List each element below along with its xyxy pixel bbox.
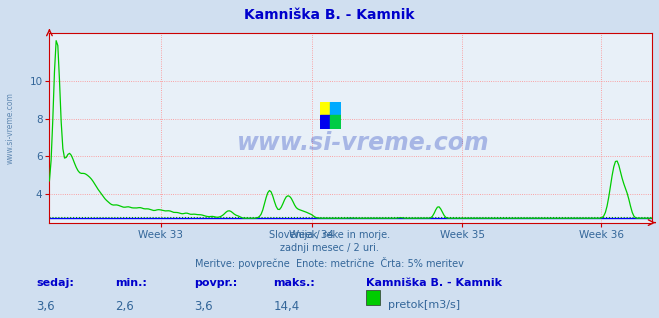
Text: 3,6: 3,6 — [194, 300, 213, 313]
Text: pretok[m3/s]: pretok[m3/s] — [388, 300, 460, 309]
Text: Kamniška B. - Kamnik: Kamniška B. - Kamnik — [244, 8, 415, 22]
Text: 2,6: 2,6 — [115, 300, 134, 313]
Text: 3,6: 3,6 — [36, 300, 55, 313]
Text: min.:: min.: — [115, 278, 147, 288]
Bar — [320, 115, 330, 129]
Text: povpr.:: povpr.: — [194, 278, 238, 288]
Text: Slovenija / reke in morje.: Slovenija / reke in morje. — [269, 230, 390, 239]
Bar — [330, 102, 341, 115]
Bar — [330, 115, 341, 129]
Text: sedaj:: sedaj: — [36, 278, 74, 288]
Bar — [320, 102, 330, 115]
Text: www.si-vreme.com: www.si-vreme.com — [6, 92, 14, 164]
Text: 14,4: 14,4 — [273, 300, 300, 313]
Text: Meritve: povprečne  Enote: metrične  Črta: 5% meritev: Meritve: povprečne Enote: metrične Črta:… — [195, 257, 464, 269]
Text: www.si-vreme.com: www.si-vreme.com — [237, 131, 489, 155]
Text: Kamniška B. - Kamnik: Kamniška B. - Kamnik — [366, 278, 501, 288]
Text: zadnji mesec / 2 uri.: zadnji mesec / 2 uri. — [280, 243, 379, 253]
Text: maks.:: maks.: — [273, 278, 315, 288]
